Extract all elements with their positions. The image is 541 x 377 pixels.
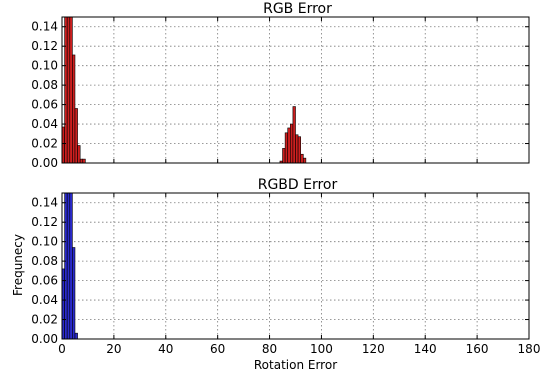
x-tick-label: 140: [414, 342, 437, 356]
y-tick-label: 0.10: [31, 59, 58, 73]
bar: [74, 332, 78, 339]
chart-panel-1: 0.00 0.02 0.04 0.06 0.08 0.10 0.12 0.14 RGB Erro…: [31, 1, 530, 170]
y-tick-label: 0.04: [31, 293, 58, 307]
plot-frame: [61, 16, 530, 164]
y-tick-label: 0.12: [31, 215, 58, 229]
bar: [66, 193, 71, 339]
y-tick-label: 0.06: [31, 98, 58, 112]
y-tick-label: 0.00: [31, 156, 58, 170]
x-tick-label: 80: [262, 342, 277, 356]
bar: [72, 247, 76, 339]
bar: [287, 127, 291, 163]
chart-title: RGBD Error: [258, 177, 338, 193]
chart-panel-2: 0.00 0.02 0.04 0.06 0.08 0.10 0.12 0.14 0 20 40 60 8…: [11, 177, 540, 372]
bar: [69, 193, 73, 339]
bar: [66, 17, 71, 163]
y-tick-label: 0.14: [31, 20, 58, 34]
bar: [69, 17, 73, 163]
bar: [82, 158, 86, 163]
x-tick-label: 40: [158, 342, 173, 356]
bar: [77, 145, 81, 163]
bar: [295, 134, 299, 163]
x-tick-label: 60: [210, 342, 225, 356]
bars-group: [62, 17, 307, 163]
y-axis-label: Frequnecy: [11, 234, 25, 296]
x-tick-label: 0: [58, 342, 66, 356]
bar: [300, 153, 304, 163]
y-tick-label: 0.12: [31, 39, 58, 53]
bar: [292, 106, 296, 163]
bar: [72, 54, 76, 163]
x-axis-label: Rotation Error: [254, 358, 337, 372]
y-tick-label: 0.02: [31, 313, 58, 327]
x-tick-label: 160: [466, 342, 489, 356]
bar: [74, 108, 78, 163]
bar: [302, 157, 307, 163]
bar: [290, 123, 294, 163]
y-tick-label: 0.04: [31, 117, 58, 131]
y-tick-label: 0.08: [31, 254, 58, 268]
y-tick-label: 0.08: [31, 78, 58, 92]
x-tick-label: 120: [362, 342, 385, 356]
y-tick-label: 0.10: [31, 235, 58, 249]
y-tick-label: 0.06: [31, 274, 58, 288]
x-tick-label: 20: [106, 342, 121, 356]
x-tick-label: 180: [518, 342, 541, 356]
bar: [64, 17, 68, 163]
bar: [297, 136, 301, 163]
bar: [79, 158, 84, 163]
y-tick-label: 0.02: [31, 137, 58, 151]
y-tick-label: 0.14: [31, 196, 58, 210]
bar: [282, 148, 286, 163]
bar: [284, 132, 289, 163]
plot-frame: [61, 192, 530, 340]
bars-group: [62, 193, 78, 339]
y-tick-label: 0.00: [31, 332, 58, 346]
x-tick-label: 100: [310, 342, 333, 356]
chart-title: RGB Error: [263, 1, 332, 17]
bar: [64, 193, 68, 339]
